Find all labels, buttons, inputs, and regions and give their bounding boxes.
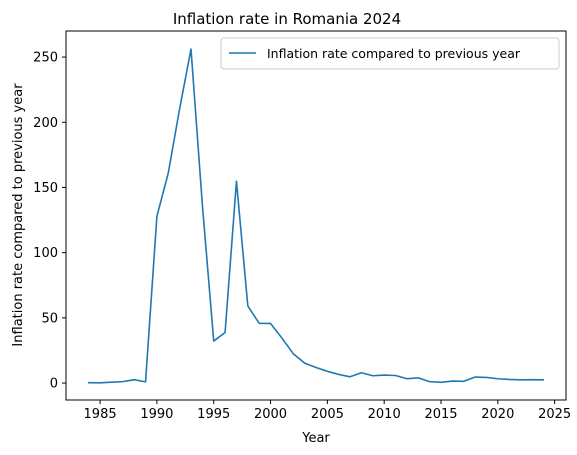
x-axis-title: Year: [301, 431, 330, 446]
data-point: [496, 377, 500, 381]
data-point: [530, 378, 534, 382]
y-tick-label: 150: [33, 181, 58, 196]
data-point: [166, 171, 170, 175]
data-point: [144, 380, 148, 384]
data-point: [291, 352, 295, 356]
data-point: [519, 378, 523, 382]
data-point: [200, 203, 204, 207]
x-tick-label: 1985: [84, 407, 117, 422]
data-point: [189, 47, 193, 51]
data-point: [337, 372, 341, 376]
data-point: [303, 361, 307, 365]
data-point: [178, 107, 182, 111]
x-tick-label: 2005: [311, 407, 344, 422]
data-point: [462, 379, 466, 383]
x-tick-label: 1990: [140, 407, 173, 422]
data-point: [382, 373, 386, 377]
data-point: [132, 378, 136, 382]
data-point: [314, 366, 318, 370]
data-point: [450, 379, 454, 383]
data-point: [348, 375, 352, 379]
x-tick-label: 2020: [481, 407, 514, 422]
data-point: [325, 369, 329, 373]
data-point: [121, 380, 125, 384]
data-point: [246, 304, 250, 308]
legend-label: Inflation rate compared to previous year: [267, 46, 521, 61]
data-point: [87, 381, 91, 385]
data-point: [405, 377, 409, 381]
x-tick-label: 2015: [424, 407, 457, 422]
data-point: [541, 378, 545, 382]
data-point: [473, 375, 477, 379]
data-point: [359, 371, 363, 375]
data-point: [371, 374, 375, 378]
y-axis-title: Inflation rate compared to previous year: [11, 83, 26, 347]
legend-box: [220, 37, 560, 70]
data-point: [416, 376, 420, 380]
data-point: [269, 321, 273, 325]
x-tick-label: 2010: [368, 407, 401, 422]
data-point: [428, 380, 432, 384]
data-point: [155, 214, 159, 218]
series-line-0: [87, 48, 545, 384]
y-tick-label: 0: [50, 377, 58, 392]
data-point: [257, 321, 261, 325]
data-point: [280, 336, 284, 340]
x-tick-label: 2000: [254, 407, 287, 422]
data-point: [439, 380, 443, 384]
data-point: [212, 339, 216, 343]
legend: Inflation rate compared to previous year: [220, 37, 560, 70]
y-tick-label: 100: [33, 246, 58, 261]
y-tick-label: 250: [33, 51, 58, 66]
y-tick-label: 50: [41, 311, 58, 326]
x-tick-label: 2025: [538, 407, 571, 422]
plot-frame: [65, 30, 567, 401]
data-point: [223, 330, 227, 334]
data-point: [234, 179, 238, 183]
data-point: [98, 381, 102, 385]
data-point: [484, 375, 488, 379]
chart-title: Inflation rate in Romania 2024: [173, 10, 401, 28]
data-point: [507, 377, 511, 381]
data-point: [109, 380, 113, 384]
data-point: [394, 373, 398, 377]
y-tick-label: 200: [33, 116, 58, 131]
x-tick-label: 1995: [197, 407, 230, 422]
